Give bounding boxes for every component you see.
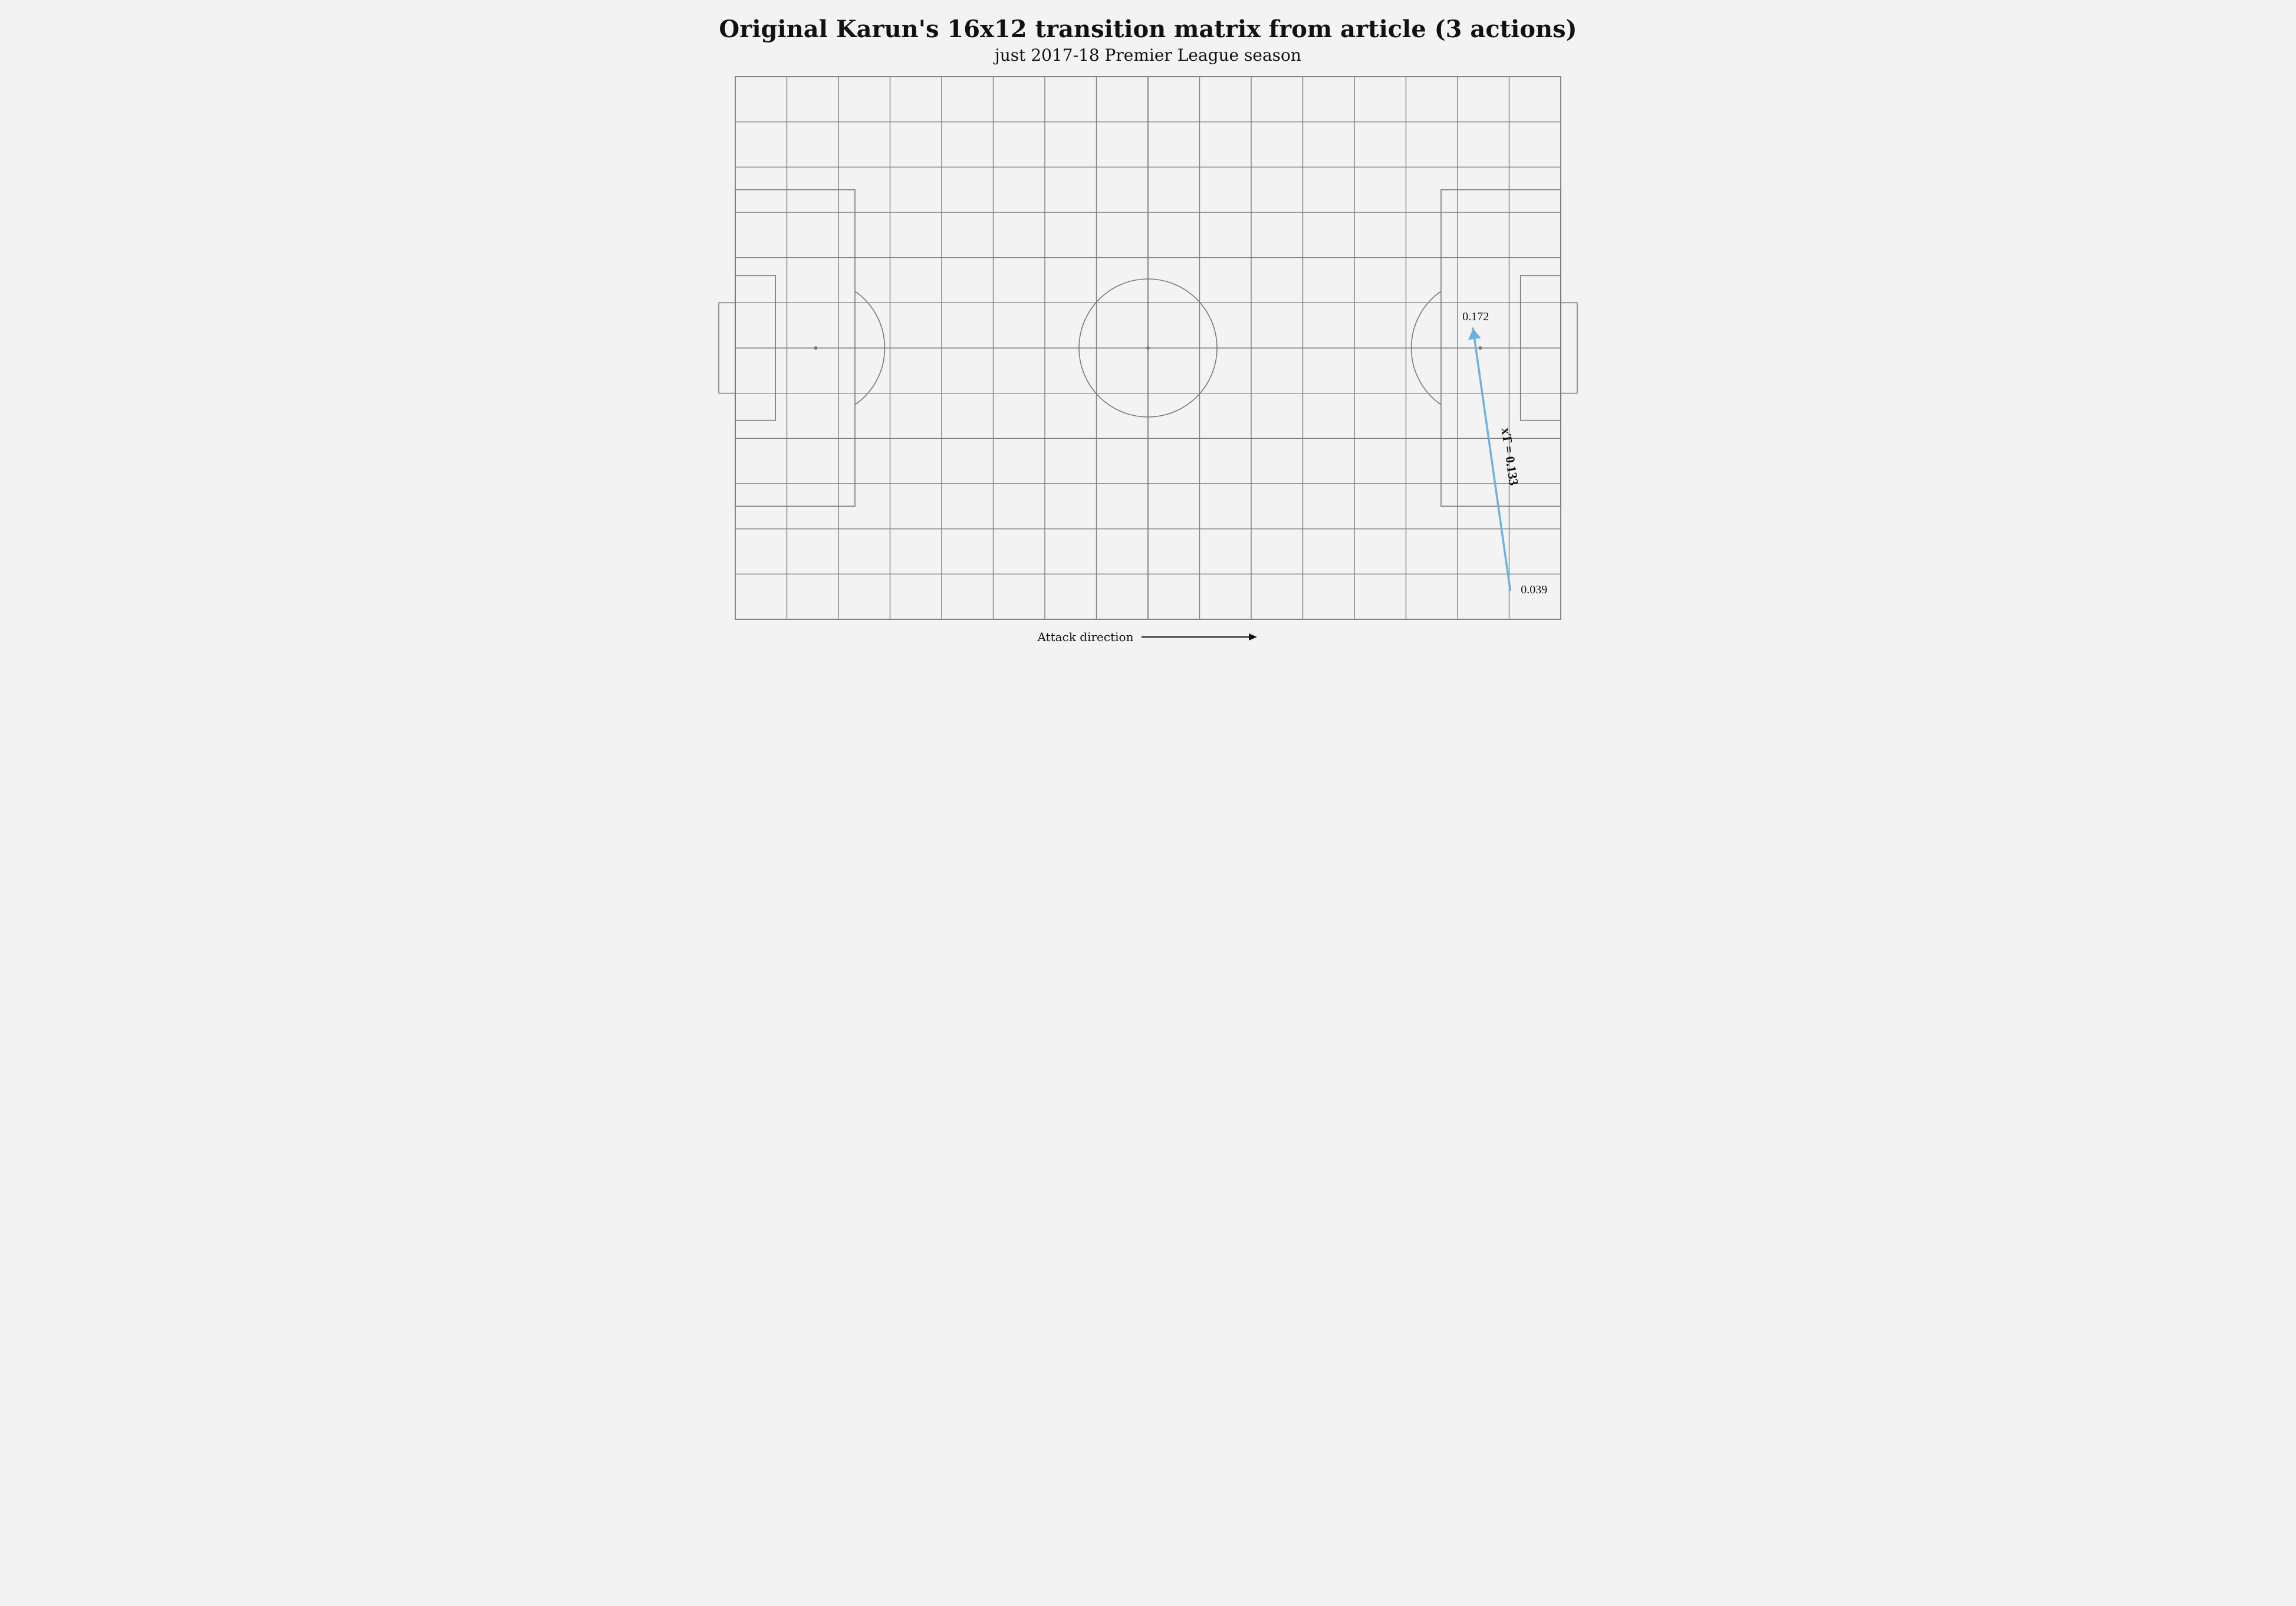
attack-direction-label: Attack direction — [1038, 630, 1134, 644]
attack-direction-arrow-icon — [1140, 632, 1258, 642]
svg-text:xT = 0.133: xT = 0.133 — [1499, 427, 1522, 487]
page-subtitle: just 2017-18 Premier League season — [688, 45, 1608, 65]
svg-text:0.039: 0.039 — [1521, 583, 1547, 596]
page-title: Original Karun's 16x12 transition matrix… — [688, 15, 1608, 43]
pitch-diagram: 0.039 0.172 xT = 0.133 — [714, 73, 1582, 623]
svg-text:0.172: 0.172 — [1462, 310, 1489, 323]
